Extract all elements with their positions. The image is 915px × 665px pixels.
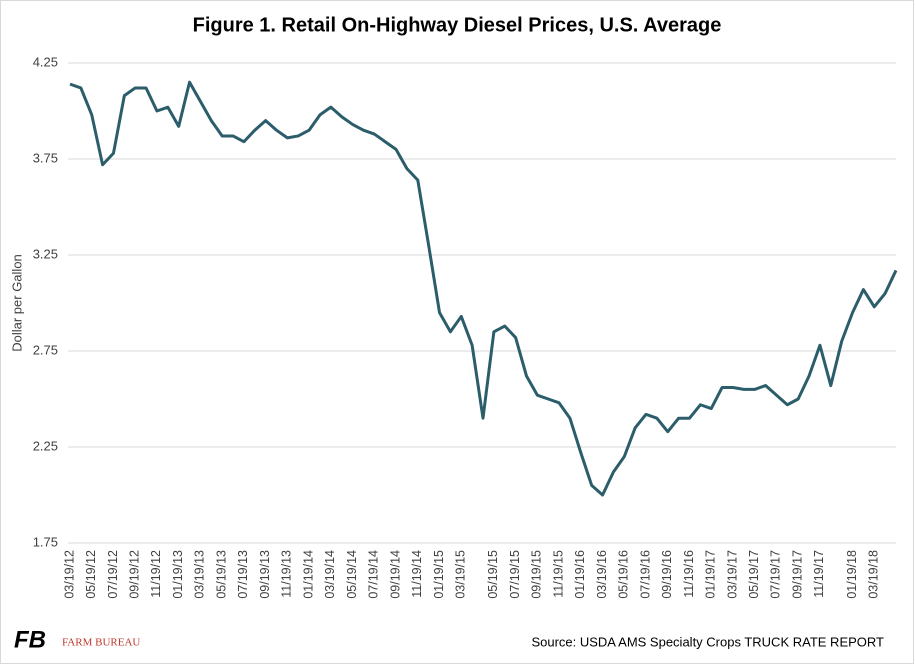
x-tick-label: 09/19/17 (790, 550, 804, 599)
x-tick-label: 11/19/13 (280, 550, 294, 598)
y-tick-label: 4.25 (33, 54, 58, 69)
x-tick-label: 09/19/16 (660, 550, 674, 599)
x-tick-label: 03/19/17 (725, 550, 739, 599)
x-tick-label: 03/19/15 (454, 550, 468, 599)
x-tick-label: 01/19/18 (845, 550, 859, 599)
x-tick-label: 05/19/15 (486, 550, 500, 599)
y-axis-label: Dollar per Gallon (9, 254, 24, 352)
x-tick-label: 05/19/12 (84, 550, 98, 599)
x-tick-label: 07/19/17 (769, 550, 783, 599)
y-tick-label: 2.75 (33, 342, 58, 357)
x-tick-label: 01/19/16 (573, 550, 587, 599)
x-tick-label: 01/19/17 (704, 550, 718, 599)
x-tick-label: 01/19/14 (301, 550, 315, 599)
source: Source: USDA AMS Specialty Crops TRUCK R… (531, 634, 884, 649)
x-tick-label: 05/19/17 (747, 550, 761, 599)
x-tick-label: 09/19/12 (128, 550, 142, 599)
y-tick-label: 3.75 (33, 150, 58, 165)
line (69, 80, 898, 497)
brand: FARM BUREAU (62, 637, 140, 649)
x-tick-label: 07/19/13 (236, 550, 250, 599)
x-tick-label: 09/19/14 (388, 550, 402, 599)
x-tick-label: 07/19/14 (367, 550, 381, 599)
x-tick-label: 05/19/14 (345, 550, 359, 599)
x-tick-label: 11/19/12 (149, 550, 163, 598)
x-tick-label: 03/19/13 (193, 550, 207, 599)
x-tick-label: 11/19/17 (812, 550, 826, 598)
x-tick-label: 09/19/15 (530, 550, 544, 599)
x-tick-label: 03/19/12 (62, 550, 76, 599)
x-tick-label: 01/19/13 (171, 550, 185, 599)
x-tick-label: 07/19/12 (106, 550, 120, 599)
y-tick-label: 2.25 (33, 438, 58, 453)
x-tick-label: 07/19/15 (508, 550, 522, 599)
x-tick-label: 01/19/15 (432, 550, 446, 599)
x-tick-label: 03/19/16 (595, 550, 609, 599)
x-tick-label: 03/19/14 (323, 550, 337, 599)
x-tick-label: 07/19/16 (638, 550, 652, 599)
y-tick-label: 1.75 (33, 534, 58, 549)
x-tick-label: 05/19/13 (214, 550, 228, 599)
x-tick-label: 11/19/16 (682, 550, 696, 598)
logo: FB (14, 626, 46, 653)
x-tick-label: 11/19/15 (551, 550, 565, 598)
y-tick-label: 3.25 (33, 246, 58, 261)
x-tick-label: 09/19/13 (258, 550, 272, 599)
x-tick-label: 05/19/16 (617, 550, 631, 599)
x-tick-label: 03/19/18 (867, 550, 881, 599)
x-tick-label: 11/19/14 (410, 550, 424, 598)
chart-title: Figure 1. Retail On-Highway Diesel Price… (193, 14, 722, 36)
